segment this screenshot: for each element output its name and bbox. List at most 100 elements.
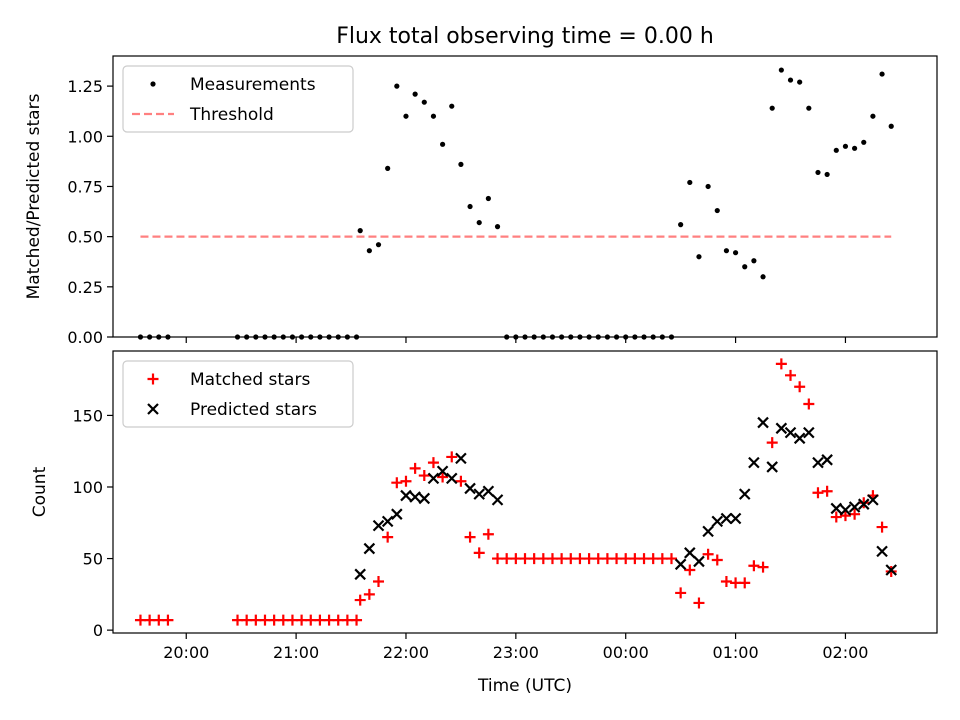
measurement-point: [403, 113, 409, 119]
matched-point: [665, 553, 677, 565]
measurement-point: [156, 334, 162, 340]
predicted-point: [391, 508, 403, 520]
measurement-point: [861, 139, 867, 145]
y-tick-label: 1.25: [67, 77, 103, 96]
measurement-point: [888, 123, 894, 129]
predicted-point: [436, 465, 449, 478]
predicted-point: [711, 515, 724, 528]
matched-point: [739, 577, 751, 589]
x-tick-label: 01:00: [713, 643, 759, 662]
measurement-point: [687, 179, 693, 186]
predicted-point: [473, 488, 485, 500]
predicted-point: [400, 489, 412, 502]
predicted-point: [830, 502, 843, 515]
measurement-point: [262, 334, 268, 340]
legend-box: [122, 65, 354, 133]
measurement-point: [421, 99, 427, 105]
measurement-point: [531, 334, 537, 340]
measurement-point: [751, 258, 757, 264]
measurement-point: [760, 274, 766, 280]
predicted-point: [409, 491, 421, 503]
matched-point: [464, 531, 476, 543]
predicted-point: [775, 422, 788, 435]
matched-point: [437, 471, 449, 483]
x-tick-label: 00:00: [603, 643, 649, 662]
matched-point: [675, 587, 687, 599]
measurement-point: [353, 334, 360, 340]
matched-point: [720, 575, 732, 587]
matched-point: [803, 398, 815, 410]
plot-frame: [112, 350, 938, 634]
measurement-point: [335, 334, 341, 340]
measurement-point: [494, 224, 501, 230]
x-tick-label: 22:00: [383, 643, 429, 662]
x-tick-label: 23:00: [493, 643, 539, 662]
measurement-point: [504, 334, 510, 340]
measurement-point: [366, 248, 372, 254]
measurement-point: [234, 334, 241, 340]
measurement-point: [513, 334, 519, 340]
measurement-point: [299, 334, 305, 340]
matched-point: [473, 547, 485, 559]
y-tick-label: 100: [72, 478, 103, 497]
predicted-point: [381, 515, 394, 528]
measurement-point: [577, 334, 583, 340]
x-axis-label: Time (UTC): [477, 676, 572, 696]
legend-label: Matched stars: [190, 370, 310, 390]
predicted-point: [427, 472, 440, 485]
matched-point: [830, 511, 842, 523]
legend-label: Threshold: [189, 105, 274, 125]
matched-point: [876, 521, 888, 533]
measurement-point: [595, 334, 601, 340]
predicted-point: [748, 456, 760, 469]
top-panel: 0.00 0.25 0.50 0.75 1.00 1.25 Matched/Predicte…: [24, 55, 938, 347]
y-tick-label: 150: [72, 406, 103, 425]
matched-point: [446, 451, 458, 463]
measurement-point: [787, 77, 794, 83]
measurement-point: [732, 250, 739, 256]
measurement-point: [623, 334, 629, 340]
predicted-point: [839, 504, 852, 516]
matched-point: [400, 475, 412, 487]
matched-point: [775, 358, 787, 370]
measurement-point: [289, 334, 296, 340]
y-tick-label: 50: [83, 550, 103, 569]
measurement-point: [280, 334, 286, 340]
predicted-point: [684, 547, 696, 559]
predicted-point: [803, 426, 815, 439]
measurement-point: [833, 147, 839, 153]
predicted-point: [729, 512, 742, 525]
measurement-point: [540, 334, 546, 340]
measurement-point: [467, 203, 473, 210]
predicted-point: [738, 488, 751, 500]
measurement-point: [613, 334, 620, 340]
predicted-point: [372, 519, 385, 532]
measurement-point: [806, 105, 812, 111]
predicted-point: [363, 542, 376, 555]
predicted-point: [418, 492, 431, 505]
legend: Measurements Threshold: [122, 65, 354, 133]
predicted-point: [857, 498, 870, 510]
measurement-point: [549, 334, 556, 340]
predicted-point: [812, 456, 824, 469]
matched-point: [794, 381, 806, 393]
measurement-point: [678, 222, 684, 228]
matched-point: [162, 614, 174, 626]
matched-point: [711, 554, 723, 566]
predicted-point: [693, 555, 705, 568]
matched-point: [757, 561, 769, 573]
matched-point: [455, 475, 467, 487]
predicted-point: [757, 416, 769, 429]
measurement-point: [244, 334, 250, 340]
predicted-point: [720, 512, 733, 525]
matched-point: [363, 588, 375, 600]
legend-label: Predicted stars: [190, 400, 317, 420]
measurement-point: [271, 334, 277, 340]
measurement-point: [842, 143, 849, 149]
measurement-point: [308, 334, 314, 340]
matched-point: [391, 477, 403, 489]
matched-point: [382, 531, 394, 543]
measurement-point: [696, 254, 702, 260]
measurement-point: [632, 334, 638, 340]
measurement-point: [659, 334, 665, 340]
